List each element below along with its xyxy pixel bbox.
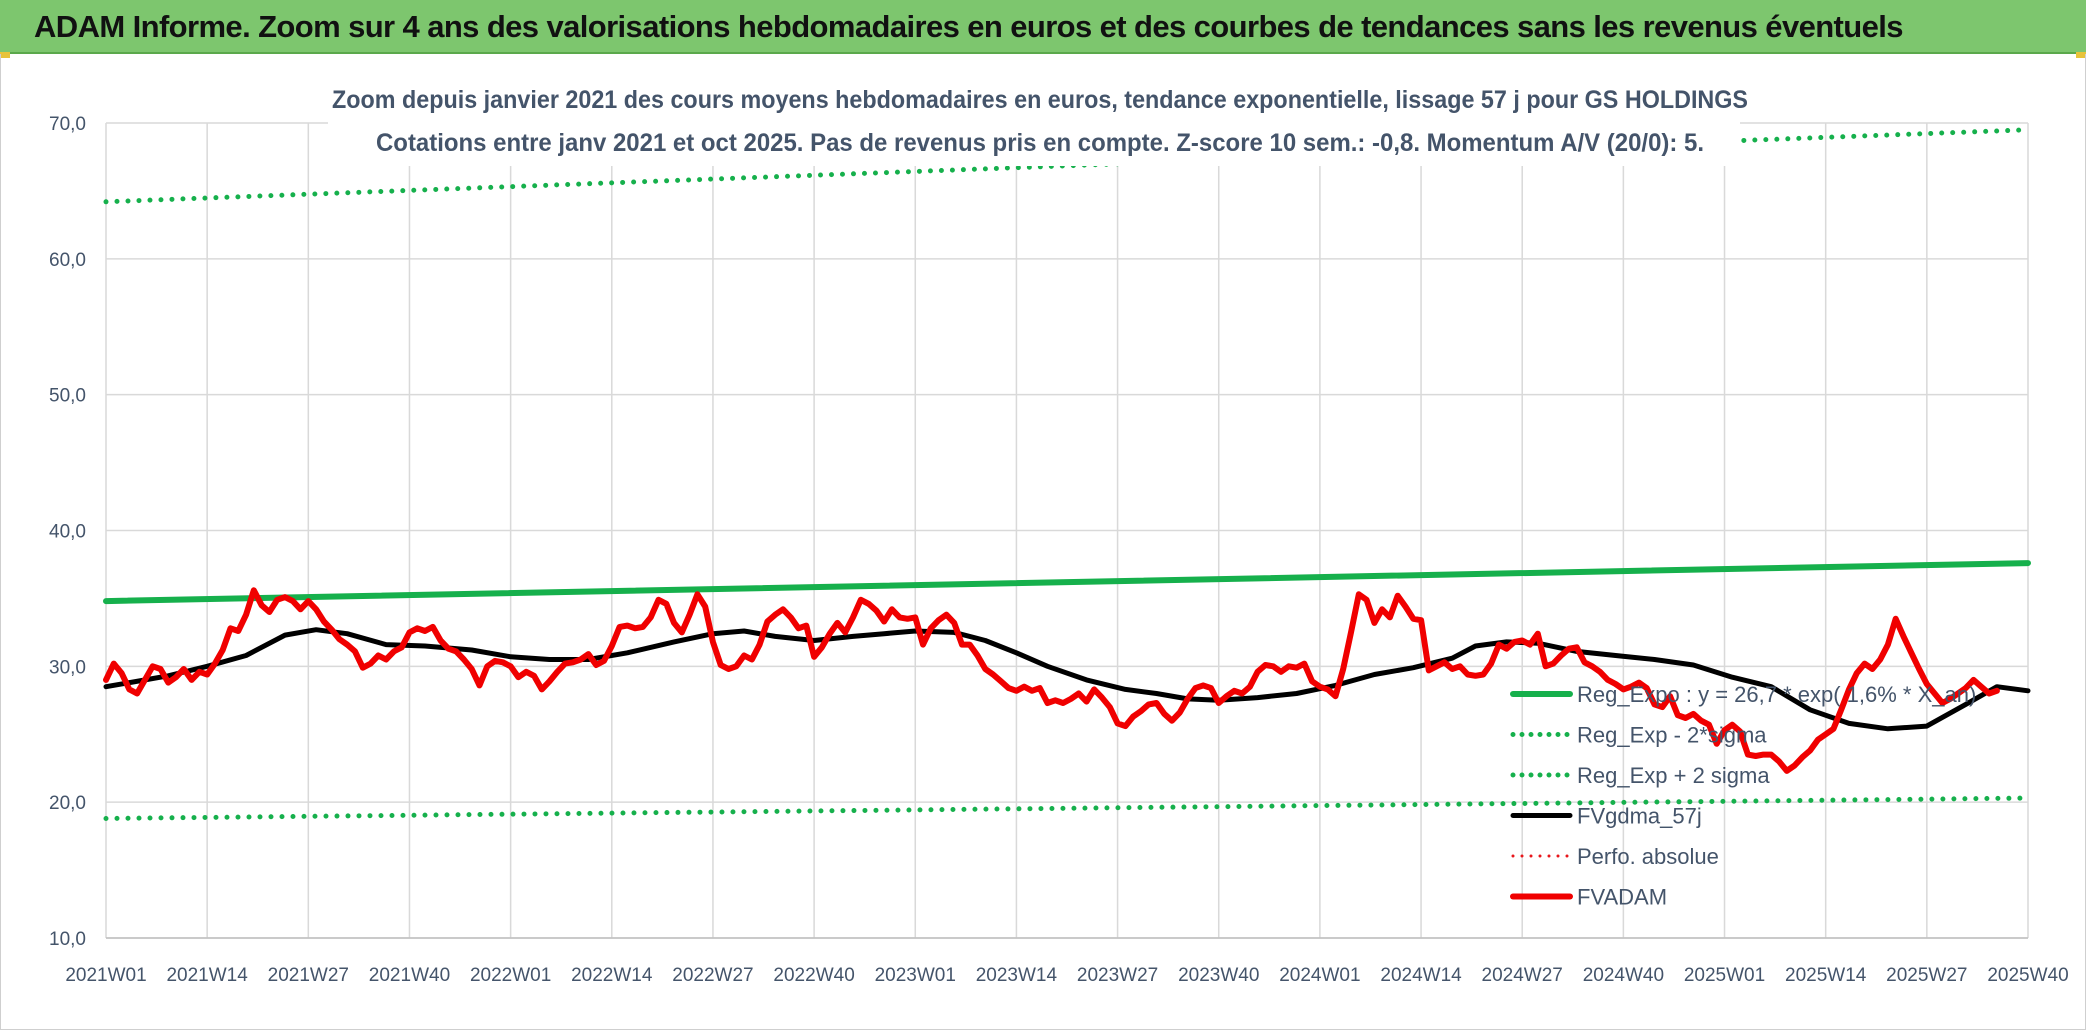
legend-label-1: Reg_Exp - 2*sigma xyxy=(1577,723,1767,748)
series-line-5 xyxy=(103,587,2000,774)
x-tick-label: 2021W14 xyxy=(166,965,248,986)
legend-label-3: FVgdma_57j xyxy=(1577,804,1702,829)
chart-title-line-2: Cotations entre janv 2021 et oct 2025. P… xyxy=(376,129,1704,157)
x-tick-label: 2025W27 xyxy=(1886,965,1967,986)
x-tick-label: 2023W01 xyxy=(875,965,956,986)
x-tick-label: 2021W01 xyxy=(65,965,146,986)
chart-title-background xyxy=(328,78,1740,166)
legend-label-2: Reg_Exp + 2 sigma xyxy=(1577,763,1770,788)
y-tick-label: 20,0 xyxy=(49,793,86,814)
series-line-1 xyxy=(103,795,2031,821)
y-tick-label: 70,0 xyxy=(49,114,86,135)
x-tick-label: 2021W27 xyxy=(268,965,349,986)
x-tick-label: 2025W40 xyxy=(1987,965,2068,986)
x-tick-label: 2022W40 xyxy=(773,965,854,986)
legend-label-4: Perfo. absolue xyxy=(1577,844,1719,869)
chart-series xyxy=(103,127,2031,821)
report-banner: ADAM Informe. Zoom sur 4 ans des valoris… xyxy=(0,0,2086,54)
series-line-0 xyxy=(103,560,2031,605)
banner-corner-left xyxy=(0,52,10,58)
y-axis: 10,0 20,0 30,0 40,0 50,0 60,0 70,0 xyxy=(49,114,86,950)
banner-corner-right xyxy=(2076,52,2086,58)
report-title: ADAM Informe. Zoom sur 4 ans des valoris… xyxy=(34,9,1904,44)
legend-label-0: Reg_Expo : y = 26,7 * exp( 1,6% * X_an) xyxy=(1577,682,1976,707)
x-tick-label: 2024W01 xyxy=(1279,965,1360,986)
y-tick-label: 10,0 xyxy=(49,929,86,950)
x-tick-label: 2023W27 xyxy=(1077,965,1158,986)
x-axis: 2021W01 2021W14 2021W27 2021W40 2022W01 2022W… xyxy=(65,965,2068,986)
x-tick-label: 2024W27 xyxy=(1482,965,1563,986)
chart-legend: Reg_Expo : y = 26,7 * exp( 1,6% * X_an) R… xyxy=(1510,682,1976,910)
y-tick-label: 60,0 xyxy=(49,250,86,271)
series-line-3 xyxy=(103,627,2031,732)
x-tick-label: 2021W40 xyxy=(369,965,450,986)
y-tick-label: 50,0 xyxy=(49,386,86,407)
chart-title-line-1: Zoom depuis janvier 2021 des cours moyen… xyxy=(332,86,1748,114)
x-tick-label: 2024W40 xyxy=(1583,965,1664,986)
x-tick-label: 2023W14 xyxy=(976,965,1058,986)
x-tick-label: 2022W01 xyxy=(470,965,551,986)
x-tick-label: 2024W14 xyxy=(1380,965,1462,986)
x-tick-label: 2023W40 xyxy=(1178,965,1259,986)
x-tick-label: 2025W01 xyxy=(1684,965,1765,986)
x-tick-label: 2025W14 xyxy=(1785,965,1867,986)
series-line-2 xyxy=(103,127,2031,205)
y-tick-label: 30,0 xyxy=(49,657,86,678)
y-tick-label: 40,0 xyxy=(49,522,86,543)
legend-label-5: FVADAM xyxy=(1577,885,1667,910)
x-tick-label: 2022W27 xyxy=(672,965,753,986)
x-tick-label: 2022W14 xyxy=(571,965,653,986)
chart-grid xyxy=(105,122,2029,939)
